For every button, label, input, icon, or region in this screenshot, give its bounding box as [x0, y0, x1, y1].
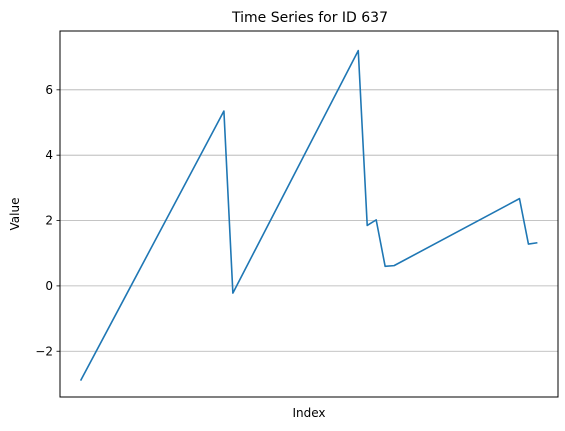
- chart-title: Time Series for ID 637: [231, 10, 388, 26]
- y-gridlines: [60, 89, 558, 352]
- x-axis-label: Index: [292, 406, 325, 420]
- y-axis-ticks: −2 0 2 4 6: [35, 83, 60, 358]
- y-tick-label: 4: [45, 148, 53, 162]
- y-tick-label: 6: [45, 83, 53, 97]
- plot-frame: [59, 30, 559, 398]
- y-tick-label: −2: [35, 344, 53, 358]
- y-tick-label: 0: [45, 279, 53, 293]
- series-group: [79, 49, 538, 382]
- series-line: [79, 49, 538, 382]
- y-tick-label: 2: [45, 214, 53, 228]
- y-axis-label: Value: [8, 198, 22, 231]
